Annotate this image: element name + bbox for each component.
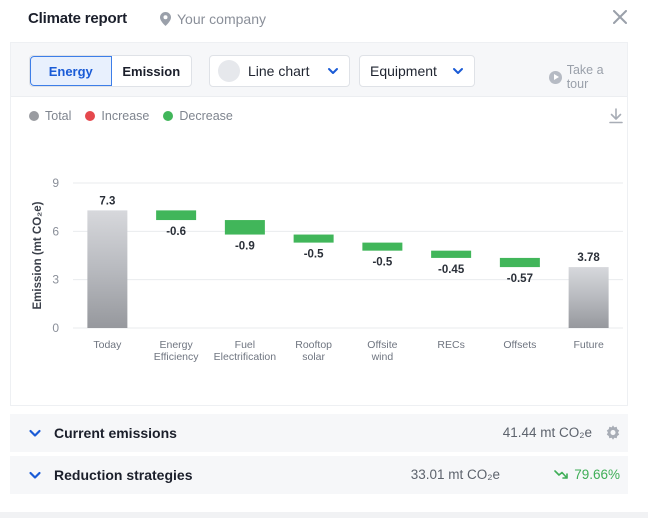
gear-icon[interactable]: [604, 424, 622, 442]
x-tick-label: Offsets: [503, 339, 536, 351]
legend-dot: [163, 111, 174, 121]
chart-type-icon: [218, 60, 240, 82]
chevron-down-icon: [453, 68, 463, 74]
trend-down-icon: [554, 469, 569, 479]
bar-decrease: [293, 234, 334, 243]
filter-dropdown[interactable]: Equipment: [359, 55, 475, 87]
x-tick-label: Offsite: [367, 339, 397, 351]
x-tick-label: Electrification: [214, 351, 277, 363]
current-emissions-value: 41.44 mt CO₂e: [502, 425, 592, 440]
reduction-strategies-value: 33.01 mt CO₂e: [410, 467, 500, 482]
x-tick-label: solar: [302, 351, 325, 363]
legend-label: Decrease: [179, 109, 233, 123]
x-tick-label: Rooftop: [295, 339, 332, 351]
y-tick-label: 9: [52, 176, 59, 190]
x-tick-label: Future: [573, 339, 604, 351]
bar-decrease: [431, 250, 472, 258]
chart-panel: Energy Emission Line chart Equipment Tak…: [10, 42, 628, 406]
legend-item-increase: Increase: [85, 109, 149, 123]
y-tick-label: 6: [52, 224, 59, 238]
bar-decrease: [224, 220, 265, 235]
chart-legend: Total Increase Decrease: [29, 109, 233, 123]
location-pin-icon: [160, 12, 171, 26]
filter-value: Equipment: [370, 63, 437, 79]
current-emissions-label: Current emissions: [54, 425, 177, 441]
tab-energy[interactable]: Energy: [30, 56, 112, 86]
data-label: -0.9: [235, 241, 255, 253]
y-tick-label: 0: [52, 321, 59, 335]
chart-type-value: Line chart: [248, 63, 310, 79]
bar-decrease: [156, 210, 197, 221]
play-icon: [549, 70, 562, 84]
data-label: -0.57: [507, 273, 533, 285]
chevron-down-icon: [328, 68, 338, 74]
chart-type-dropdown[interactable]: Line chart: [209, 55, 350, 87]
y-tick-label: 3: [52, 273, 59, 287]
bar-decrease: [362, 242, 403, 251]
data-label: 7.3: [99, 195, 115, 207]
bar-total: [568, 267, 609, 328]
bar-decrease: [499, 257, 540, 268]
bar-total: [87, 210, 128, 328]
toolbar: Energy Emission Line chart Equipment Tak…: [11, 43, 627, 97]
x-tick-label: Fuel: [235, 339, 255, 351]
metric-toggle: Energy Emission: [29, 55, 192, 87]
legend-label: Total: [45, 109, 72, 123]
take-tour-label: Take a tour: [566, 63, 604, 91]
data-label: -0.5: [304, 249, 324, 261]
legend-label: Increase: [101, 109, 150, 123]
chevron-down-icon: [29, 471, 41, 479]
x-tick-label: Today: [93, 339, 122, 351]
x-tick-label: wind: [371, 351, 394, 363]
header: Climate report Your company: [0, 0, 648, 42]
x-tick-label: RECs: [437, 339, 464, 351]
reduction-strategies-row[interactable]: Reduction strategies 33.01 mt CO₂e 79.66…: [10, 456, 628, 494]
data-label: 3.78: [577, 252, 600, 264]
reduction-percent-value: 79.66%: [574, 467, 620, 482]
x-tick-label: Energy: [159, 339, 193, 351]
close-icon[interactable]: [610, 8, 630, 28]
data-label: -0.45: [438, 264, 465, 276]
waterfall-chart: 0 3 6 9 Emission (mt CO₂e) 7.3 Today -0.6 Energy…: [32, 176, 623, 363]
legend-dot: [29, 111, 39, 121]
legend-item-total: Total: [29, 109, 71, 123]
company-selector[interactable]: Your company: [160, 11, 266, 27]
x-tick-label: Efficiency: [154, 351, 199, 363]
chevron-down-icon: [29, 429, 41, 437]
legend-dot: [85, 111, 96, 121]
reduction-percent: 79.66%: [554, 467, 620, 482]
current-emissions-row[interactable]: Current emissions 41.44 mt CO₂e: [10, 414, 628, 452]
download-icon[interactable]: [607, 107, 625, 125]
company-name: Your company: [177, 11, 266, 27]
y-axis-label: Emission (mt CO₂e): [32, 201, 44, 309]
data-label: -0.5: [372, 257, 392, 269]
tab-emission[interactable]: Emission: [122, 63, 181, 79]
data-label: -0.6: [166, 226, 186, 238]
take-tour-link[interactable]: Take a tour: [549, 63, 627, 91]
divider: [0, 512, 648, 518]
reduction-strategies-label: Reduction strategies: [54, 467, 193, 483]
legend-item-decrease: Decrease: [163, 109, 233, 123]
page-title: Climate report: [28, 10, 127, 27]
